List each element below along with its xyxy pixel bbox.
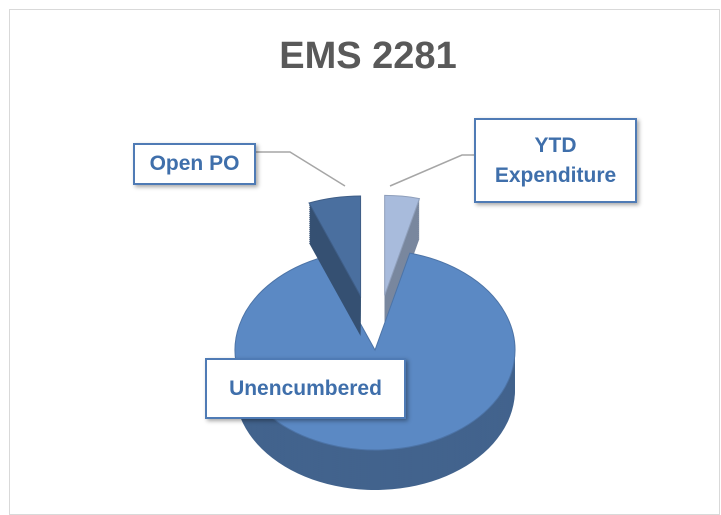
chart-title: EMS 2281 [279, 35, 456, 77]
slice-label: YTD Expenditure [474, 118, 637, 203]
leader-line [389, 154, 474, 187]
slice-top [308, 195, 362, 298]
slice-label: Unencumbered [205, 358, 406, 419]
pie-slice [308, 195, 362, 336]
slice-top [384, 194, 421, 296]
leader-line [255, 151, 346, 187]
slice-label: Open PO [133, 143, 256, 185]
